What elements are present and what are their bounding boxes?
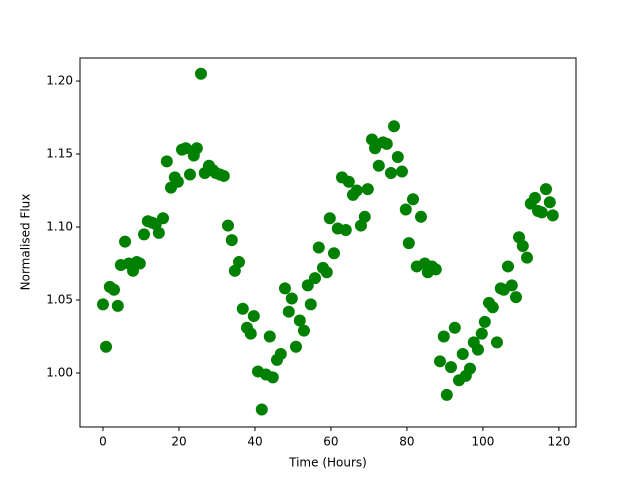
data-point <box>543 196 556 209</box>
data-point <box>407 193 420 206</box>
data-point <box>546 209 559 222</box>
axes-frame <box>79 57 577 428</box>
x-tick-label: 100 <box>471 435 494 449</box>
data-point <box>437 330 450 343</box>
x-tick-label: 40 <box>247 435 262 449</box>
data-point <box>119 235 132 248</box>
data-point <box>372 159 385 172</box>
x-tick-label: 20 <box>171 435 186 449</box>
y-axis-label: Normalised Flux <box>19 194 33 291</box>
data-point <box>486 301 499 314</box>
data-point <box>528 191 541 204</box>
x-tick-label: 60 <box>323 435 338 449</box>
data-point <box>323 212 336 225</box>
data-point <box>293 314 306 327</box>
data-point <box>471 343 484 356</box>
data-point <box>312 241 325 254</box>
data-point <box>501 260 514 273</box>
data-point <box>274 348 287 361</box>
data-point <box>282 305 295 318</box>
data-point <box>448 321 461 334</box>
data-point <box>384 167 397 180</box>
data-point <box>395 165 408 178</box>
data-point <box>478 315 491 328</box>
data-point <box>475 327 488 340</box>
data-point <box>217 169 230 182</box>
data-point <box>391 150 404 163</box>
data-point <box>266 371 279 384</box>
data-point <box>195 67 208 80</box>
data-point <box>157 212 170 225</box>
data-point <box>456 348 469 361</box>
data-point <box>361 183 374 196</box>
data-point <box>463 362 476 375</box>
x-tick-label: 80 <box>399 435 414 449</box>
data-point <box>445 361 458 374</box>
data-point <box>342 175 355 188</box>
y-tick-label: 1.15 <box>46 147 73 161</box>
data-point <box>183 168 196 181</box>
data-point <box>285 292 298 305</box>
data-point <box>339 223 352 236</box>
data-point <box>247 310 260 323</box>
y-tick-label: 1.05 <box>46 293 73 307</box>
data-point <box>236 302 249 315</box>
data-point <box>111 299 124 312</box>
data-point <box>350 184 363 197</box>
data-point <box>399 203 412 216</box>
x-tick-label: 0 <box>99 435 107 449</box>
data-point <box>190 142 203 155</box>
data-point <box>535 206 548 219</box>
data-point <box>133 257 146 270</box>
data-point <box>301 279 314 292</box>
data-point <box>244 327 257 340</box>
x-axis-label: Time (Hours) <box>288 456 367 470</box>
data-point <box>160 155 173 168</box>
data-point <box>278 282 291 295</box>
data-point <box>152 226 165 239</box>
data-point <box>225 234 238 247</box>
data-point <box>388 120 401 133</box>
data-point <box>433 355 446 368</box>
data-point <box>429 263 442 276</box>
data-point <box>108 283 121 296</box>
y-tick-label: 1.20 <box>46 74 73 88</box>
data-point <box>539 183 552 196</box>
data-point <box>308 272 321 285</box>
data-point <box>509 291 522 304</box>
data-point <box>304 298 317 311</box>
data-point <box>289 340 302 353</box>
data-point <box>96 298 109 311</box>
data-point <box>440 388 453 401</box>
y-tick-label: 1.10 <box>46 220 73 234</box>
data-point <box>380 137 393 150</box>
y-tick-label: 1.00 <box>46 365 73 379</box>
data-point <box>520 251 533 264</box>
data-point <box>100 340 113 353</box>
data-point <box>138 228 151 241</box>
data-point <box>358 210 371 223</box>
data-point <box>255 403 268 416</box>
data-point <box>221 219 234 232</box>
data-point <box>233 256 246 269</box>
data-point <box>402 237 415 250</box>
data-point <box>505 279 518 292</box>
data-point <box>414 210 427 223</box>
x-tick-label: 120 <box>547 435 570 449</box>
data-point <box>320 266 333 279</box>
data-point <box>171 175 184 188</box>
data-point <box>179 142 192 155</box>
data-point <box>263 330 276 343</box>
data-point <box>297 324 310 337</box>
data-point <box>327 247 340 260</box>
data-point <box>516 240 529 253</box>
data-point <box>490 336 503 349</box>
